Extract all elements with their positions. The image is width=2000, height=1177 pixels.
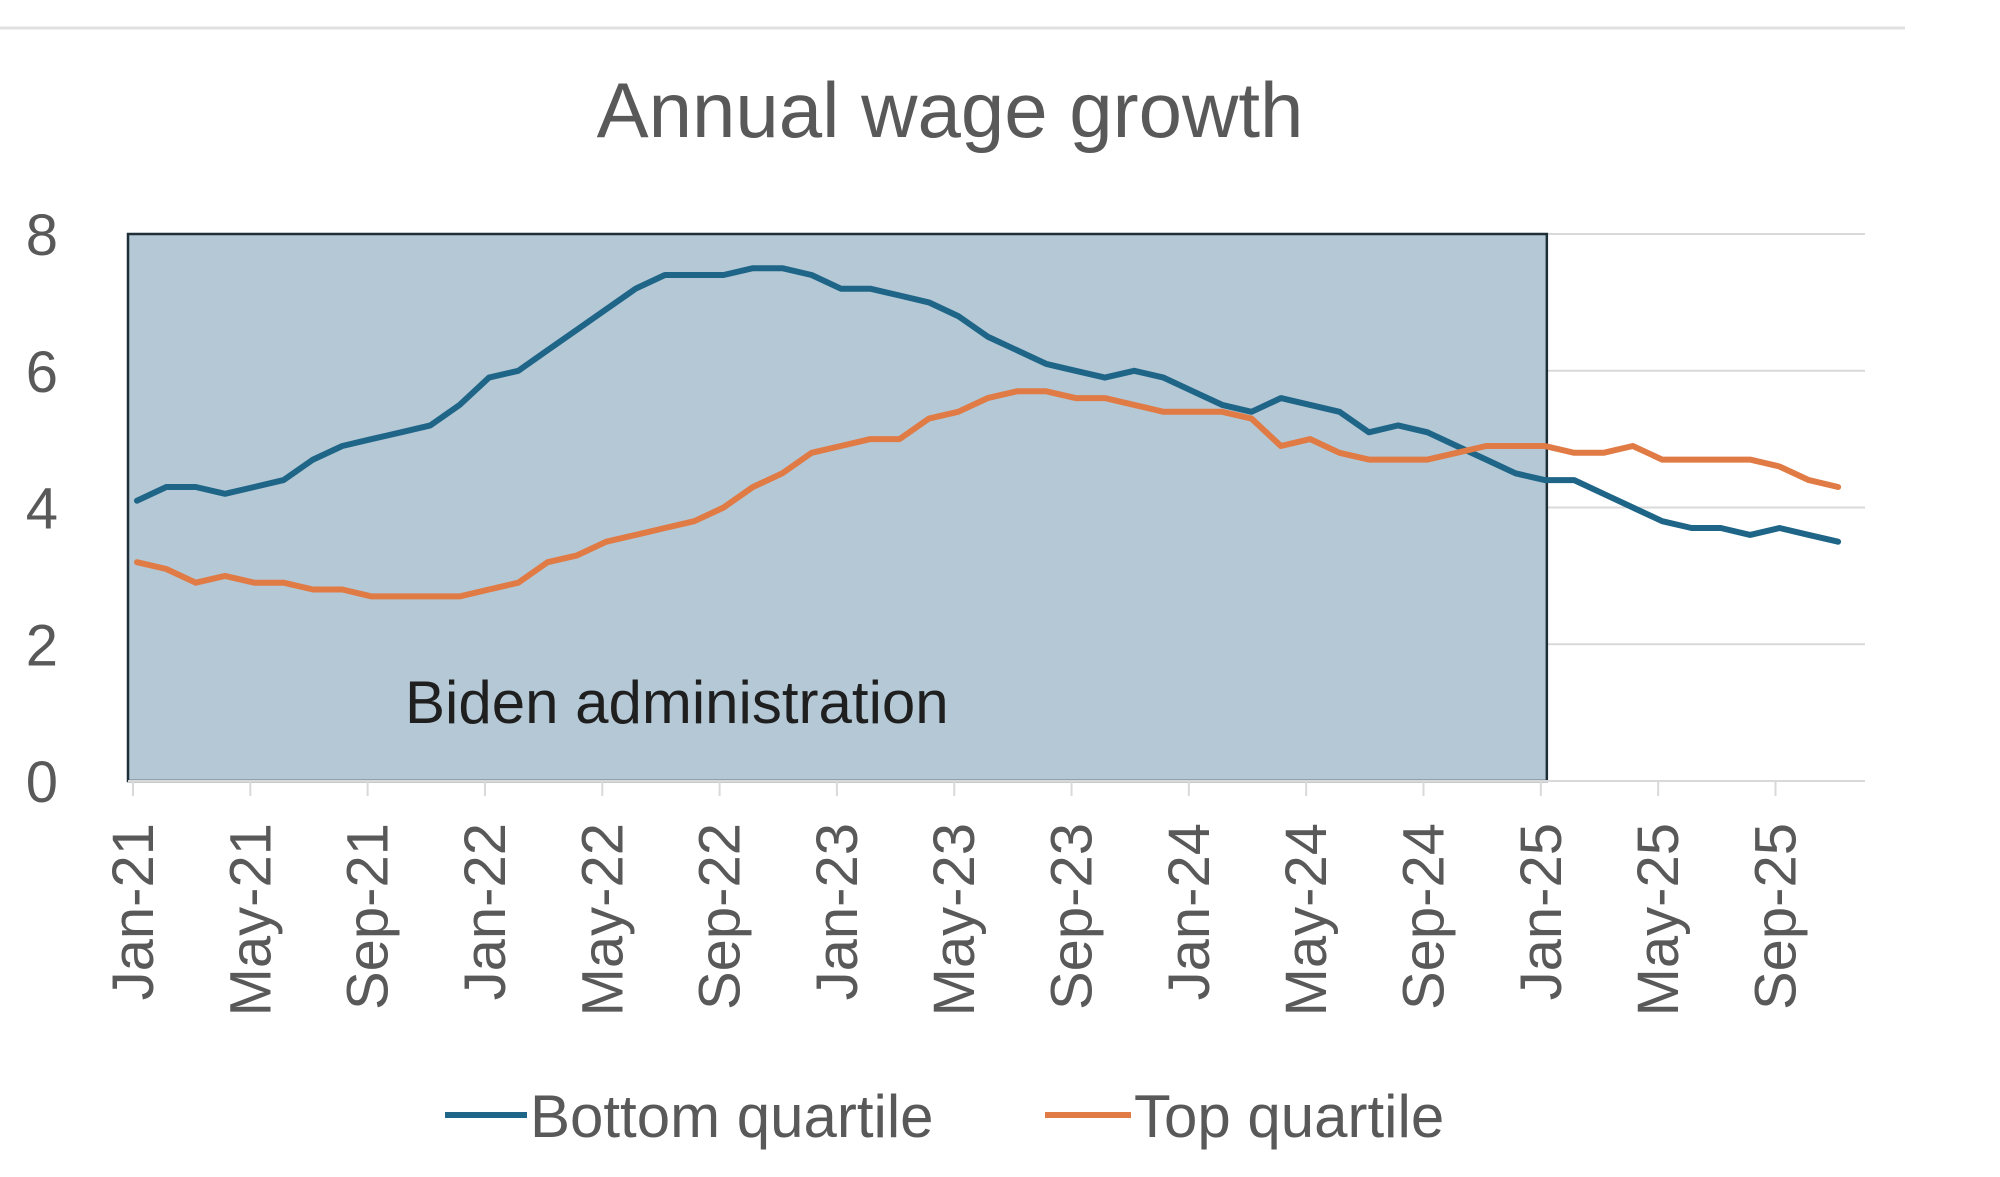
y-tick-label-8: 8 xyxy=(26,203,58,268)
x-tick-label-may-23: May-23 xyxy=(922,823,987,1016)
y-tick-label-0: 0 xyxy=(26,750,58,815)
x-tick-label-jan-25: Jan-25 xyxy=(1509,823,1574,1000)
y-tick-label-6: 6 xyxy=(26,340,58,405)
chart-title: Annual wage growth xyxy=(597,66,1304,154)
x-tick-label-jan-23: Jan-23 xyxy=(805,823,870,1000)
x-tick-label-jan-21: Jan-21 xyxy=(101,823,166,1000)
series-lines xyxy=(134,265,1842,600)
x-tick-label-may-25: May-25 xyxy=(1626,823,1691,1016)
shaded-region xyxy=(126,232,1549,783)
x-tick-label-sep-24: Sep-24 xyxy=(1392,823,1457,1010)
y-tick-label-2: 2 xyxy=(26,613,58,678)
shaded-region-rect xyxy=(126,232,1549,783)
legend-label-top-quartile: Top quartile xyxy=(1134,1083,1444,1150)
legend-label-bottom-quartile: Bottom quartile xyxy=(530,1083,934,1150)
x-tick-label-sep-23: Sep-23 xyxy=(1040,823,1105,1010)
x-tick-label-sep-21: Sep-21 xyxy=(336,823,401,1010)
x-tick-label-may-21: May-21 xyxy=(218,823,283,1016)
x-tick-label-sep-22: Sep-22 xyxy=(688,823,753,1010)
x-tick-label-jan-22: Jan-22 xyxy=(453,823,518,1000)
x-tick-label-jan-24: Jan-24 xyxy=(1157,823,1222,1000)
x-tick-label-sep-25: Sep-25 xyxy=(1743,823,1808,1010)
biden-administration-label: Biden administration xyxy=(405,669,949,736)
series-line-bottom-quartile xyxy=(134,265,1842,545)
axes: 0 2 4 6 8 Jan-21 May-21 Sep-21 Jan-22 May-22 Sep-2… xyxy=(26,203,1865,1016)
y-tick-label-4: 4 xyxy=(26,477,58,542)
x-tick-label-may-22: May-22 xyxy=(570,823,635,1016)
legend: Bottom quartile Top quartile xyxy=(445,1083,1444,1150)
series-line-top-quartile xyxy=(134,388,1842,600)
x-tick-label-may-24: May-24 xyxy=(1274,823,1339,1016)
